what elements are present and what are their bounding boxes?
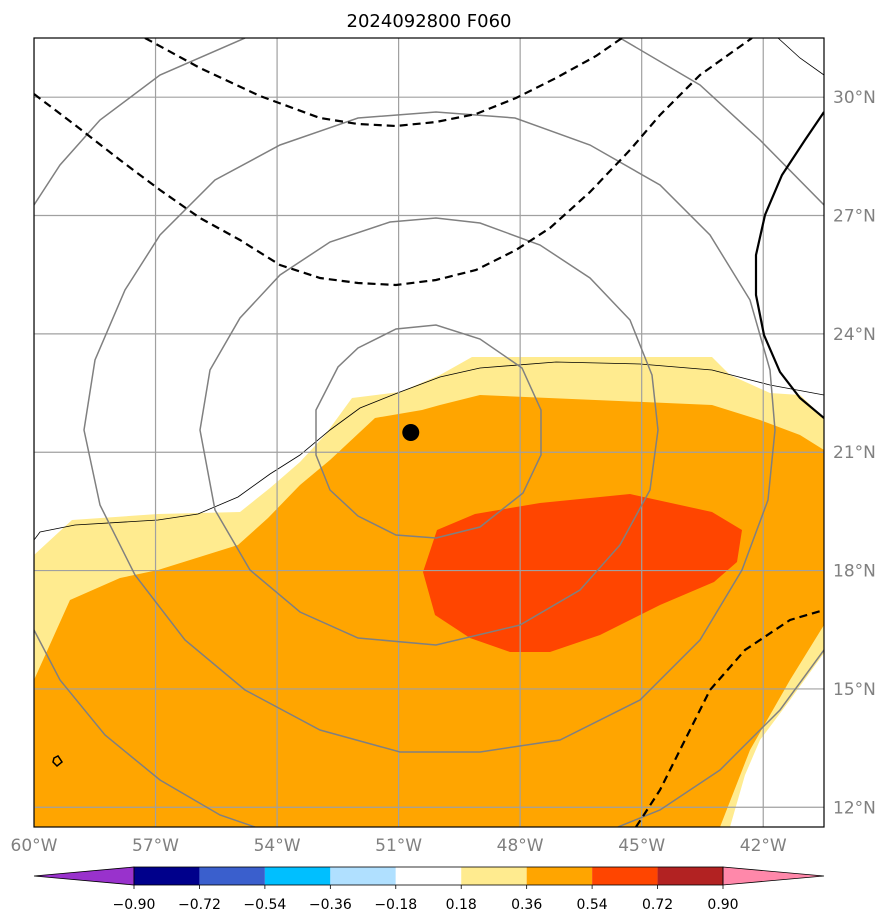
colorbar-segment [395, 867, 462, 885]
small-closed-contour [52, 755, 64, 768]
lon-tick-label: 48°W [497, 836, 544, 856]
dashed-contour-upper [144, 38, 623, 128]
colorbar-extend-max [722, 866, 825, 886]
colorbar-tick-label: 0.36 [511, 897, 542, 913]
lon-tick-label: 60°W [11, 836, 58, 856]
lon-tick-label: 57°W [132, 836, 179, 856]
colorbar-tick-label: 0.72 [642, 897, 673, 913]
lat-tick-label: 24°N [833, 325, 876, 345]
gridlines [34, 38, 824, 827]
colorbar-segment [592, 867, 658, 885]
colorbar-tick-label: 0.90 [707, 897, 738, 913]
thin-contour-line-corner [777, 38, 824, 76]
lat-tick-label: 30°N [833, 88, 876, 108]
lon-tick-label: 45°W [618, 836, 665, 856]
map-frame [33, 37, 825, 828]
colorbar-segment [526, 867, 593, 885]
colorbar-tick-label: −0.36 [309, 897, 352, 913]
dashed-contours [34, 38, 824, 827]
fill-region-0.54 [423, 494, 742, 652]
colorbar-tick-label: 0.18 [446, 897, 477, 913]
colorbar [33, 866, 825, 886]
colorbar-tick-label: 0.54 [577, 897, 608, 913]
figure-title: 2024092800 F060 [347, 11, 512, 32]
lon-axis-labels: 60°W 57°W 54°W 51°W 48°W 45°W 42°W [11, 836, 787, 856]
colorbar-tick-label: −0.90 [113, 897, 156, 913]
circle-ring-2 [199, 217, 659, 646]
circle-ring-4-bottom-right [617, 649, 824, 827]
colorbar-segment [264, 867, 331, 885]
pressure-circles [34, 38, 824, 827]
lat-axis-labels: 30°N 27°N 24°N 21°N 18°N 15°N 12°N [833, 88, 876, 818]
lat-tick-label: 27°N [833, 207, 876, 227]
lat-tick-label: 12°N [833, 798, 876, 818]
lat-tick-label: 18°N [833, 562, 876, 582]
colorbar-labels: −0.90 −0.72 −0.54 −0.36 −0.18 0.18 0.36 0.54 0.7… [113, 885, 739, 913]
solid-contour-right [754, 111, 824, 419]
dashed-contour-lower-right [635, 608, 824, 827]
thin-contour-line [34, 361, 824, 541]
colorbar-outline [133, 866, 724, 886]
lat-tick-label: 21°N [833, 443, 876, 463]
lon-tick-label: 54°W [254, 836, 301, 856]
colorbar-segment [657, 867, 723, 885]
colorbar-tick-label: −0.18 [374, 897, 417, 913]
dashed-contour-middle [34, 38, 753, 287]
lon-tick-label: 51°W [375, 836, 422, 856]
colorbar-segment [134, 867, 200, 885]
circle-ring-4 [34, 38, 246, 206]
lat-tick-label: 15°N [833, 680, 876, 700]
colorbar-tick-label: −0.54 [243, 897, 286, 913]
colorbar-tick-label: −0.72 [178, 897, 221, 913]
colorbar-segment [330, 867, 396, 885]
circle-ring-4-right [619, 38, 824, 206]
colorbar-segment [461, 867, 527, 885]
storm-center-marker [402, 424, 420, 441]
colorbar-segment [199, 867, 265, 885]
lon-tick-label: 42°W [740, 836, 787, 856]
circle-ring-1 [315, 324, 542, 539]
circle-ring-4-bottom [34, 629, 256, 827]
colorbar-extend-min [33, 866, 135, 886]
circle-ring-3 [83, 111, 776, 753]
